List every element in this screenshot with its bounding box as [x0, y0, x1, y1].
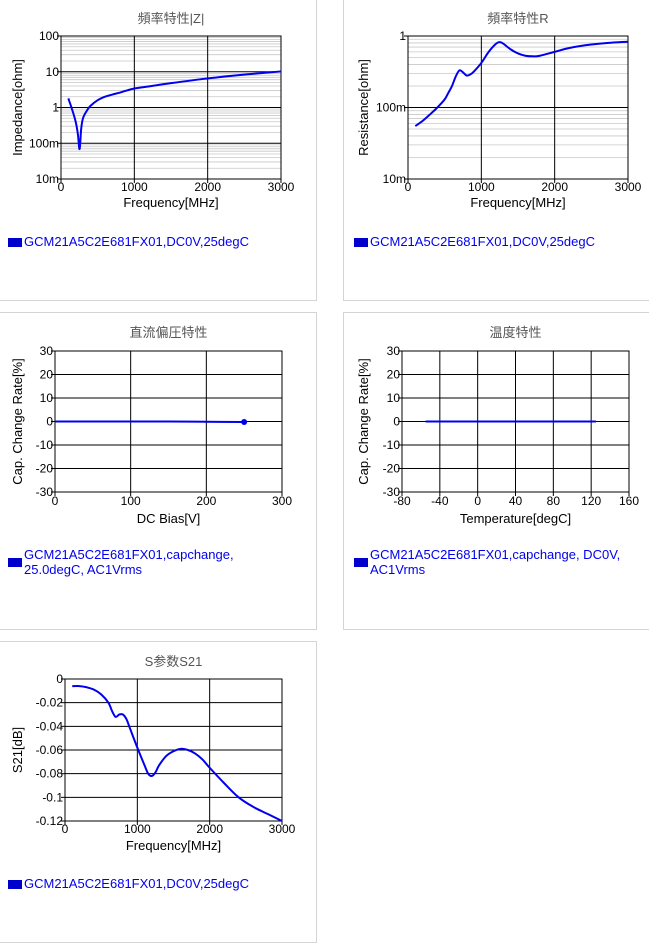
y-tick-label: 10: [387, 391, 401, 405]
series-end-marker: [241, 419, 247, 425]
x-axis-label: DC Bias[V]: [137, 511, 201, 526]
chart-title: 温度特性: [489, 325, 541, 340]
series-line: [72, 686, 282, 821]
x-tick-label: 1000: [124, 822, 151, 836]
legend-swatch: [354, 238, 368, 247]
y-tick-label: 20: [40, 368, 54, 382]
y-axis-label: Cap. Change Rate[%]: [356, 358, 371, 484]
x-tick-label: 160: [619, 494, 639, 508]
y-tick-label: 10: [40, 391, 54, 405]
resistance-legend-text: GCM21A5C2E681FX01,DC0V,25degC: [370, 234, 595, 249]
x-tick-label: 3000: [615, 180, 642, 194]
x-tick-label: -40: [431, 494, 449, 508]
chart-title: 頻率特性|Z|: [138, 11, 205, 26]
resistance-chart: 頻率特性R 10m 100m 1 0 1000 2000 3000 Frequency[MHz]…: [344, 0, 649, 230]
y-tick-label: 0: [56, 672, 63, 686]
x-axis-label: Frequency[MHz]: [126, 838, 221, 853]
chart-title: 頻率特性R: [487, 11, 548, 26]
legend-swatch: [8, 238, 22, 247]
y-tick-label: -10: [383, 438, 401, 452]
x-axis-label: Frequency[MHz]: [470, 195, 565, 210]
y-tick-label: -20: [383, 462, 401, 476]
s21-legend-text: GCM21A5C2E681FX01,DC0V,25degC: [24, 876, 249, 891]
legend-swatch: [8, 880, 22, 889]
x-tick-label: 300: [272, 494, 292, 508]
y-tick-label: -0.12: [36, 814, 64, 828]
temperature-legend: GCM21A5C2E681FX01,capchange, DC0V, AC1Vr…: [354, 547, 648, 577]
series-line: [68, 71, 281, 149]
s21-legend: GCM21A5C2E681FX01,DC0V,25degC: [8, 876, 249, 891]
x-tick-label: 1000: [121, 180, 148, 194]
legend-swatch: [8, 558, 22, 567]
y-tick-label: 1: [52, 101, 59, 115]
y-tick-label: -20: [36, 462, 54, 476]
y-tick-label: 10m: [36, 172, 59, 186]
x-tick-label: 100: [121, 494, 141, 508]
y-tick-label: 1: [399, 29, 406, 43]
x-tick-label: 0: [52, 494, 59, 508]
series-line: [415, 42, 628, 126]
resistance-panel: 頻率特性R 10m 100m 1 0 1000 2000 3000 Frequency[MHz]…: [343, 0, 649, 301]
y-tick-label: -0.1: [42, 790, 63, 804]
x-axis-label: Frequency[MHz]: [123, 195, 218, 210]
x-tick-label: 0: [405, 180, 412, 194]
y-tick-label: -10: [36, 438, 54, 452]
x-tick-label: 120: [581, 494, 601, 508]
x-tick-label: 80: [547, 494, 561, 508]
y-tick-label: 0: [46, 415, 53, 429]
temperature-legend-text: GCM21A5C2E681FX01,capchange, DC0V, AC1Vr…: [370, 547, 648, 577]
x-tick-label: 2000: [541, 180, 568, 194]
x-tick-label: 1000: [468, 180, 495, 194]
dc-bias-legend: GCM21A5C2E681FX01,capchange, 25.0degC, A…: [8, 547, 269, 577]
y-tick-label: 30: [40, 344, 54, 358]
y-tick-label: -0.02: [36, 696, 64, 710]
y-tick-label: 10m: [383, 172, 406, 186]
y-axis-label: S21[dB]: [10, 727, 25, 773]
y-tick-label: 20: [387, 368, 401, 382]
y-axis-label: Cap. Change Rate[%]: [10, 358, 25, 484]
y-axis-label: Impedance[ohm]: [10, 59, 25, 156]
x-tick-label: 0: [58, 180, 65, 194]
x-tick-label: 2000: [194, 180, 221, 194]
y-tick-label: 30: [387, 344, 401, 358]
x-tick-label: 40: [509, 494, 523, 508]
y-tick-label: 10: [46, 65, 60, 79]
resistance-legend: GCM21A5C2E681FX01,DC0V,25degC: [354, 234, 595, 249]
y-tick-label: -0.06: [36, 743, 64, 757]
x-tick-label: 200: [196, 494, 216, 508]
x-tick-label: 2000: [196, 822, 223, 836]
y-tick-label: 100: [39, 29, 59, 43]
dc-bias-legend-text: GCM21A5C2E681FX01,capchange, 25.0degC, A…: [24, 547, 269, 577]
y-axis-label: Resistance[ohm]: [356, 59, 371, 156]
x-tick-label: -80: [393, 494, 411, 508]
x-axis-label: Temperature[degC]: [460, 511, 571, 526]
y-tick-label: 100m: [29, 136, 59, 150]
impedance-legend-text: GCM21A5C2E681FX01,DC0V,25degC: [24, 234, 249, 249]
x-tick-label: 0: [62, 822, 69, 836]
x-tick-label: 3000: [268, 180, 295, 194]
y-tick-label: -0.08: [36, 767, 64, 781]
chart-title: S参数S21: [145, 654, 203, 669]
y-tick-label: 0: [393, 415, 400, 429]
s21-panel: S参数S21 -0.12 -0.1 -0.08 -0.06 -0.04 -0.02 0 0 100…: [0, 641, 317, 943]
y-tick-label: -0.04: [36, 719, 64, 733]
legend-swatch: [354, 558, 368, 567]
x-tick-label: 0: [474, 494, 481, 508]
chart-title: 直流偏圧特性: [129, 325, 207, 340]
x-tick-label: 3000: [269, 822, 296, 836]
s21-chart: S参数S21 -0.12 -0.1 -0.08 -0.06 -0.04 -0.02 0 0 100…: [0, 642, 318, 872]
y-tick-label: 100m: [376, 101, 406, 115]
impedance-legend: GCM21A5C2E681FX01,DC0V,25degC: [8, 234, 249, 249]
